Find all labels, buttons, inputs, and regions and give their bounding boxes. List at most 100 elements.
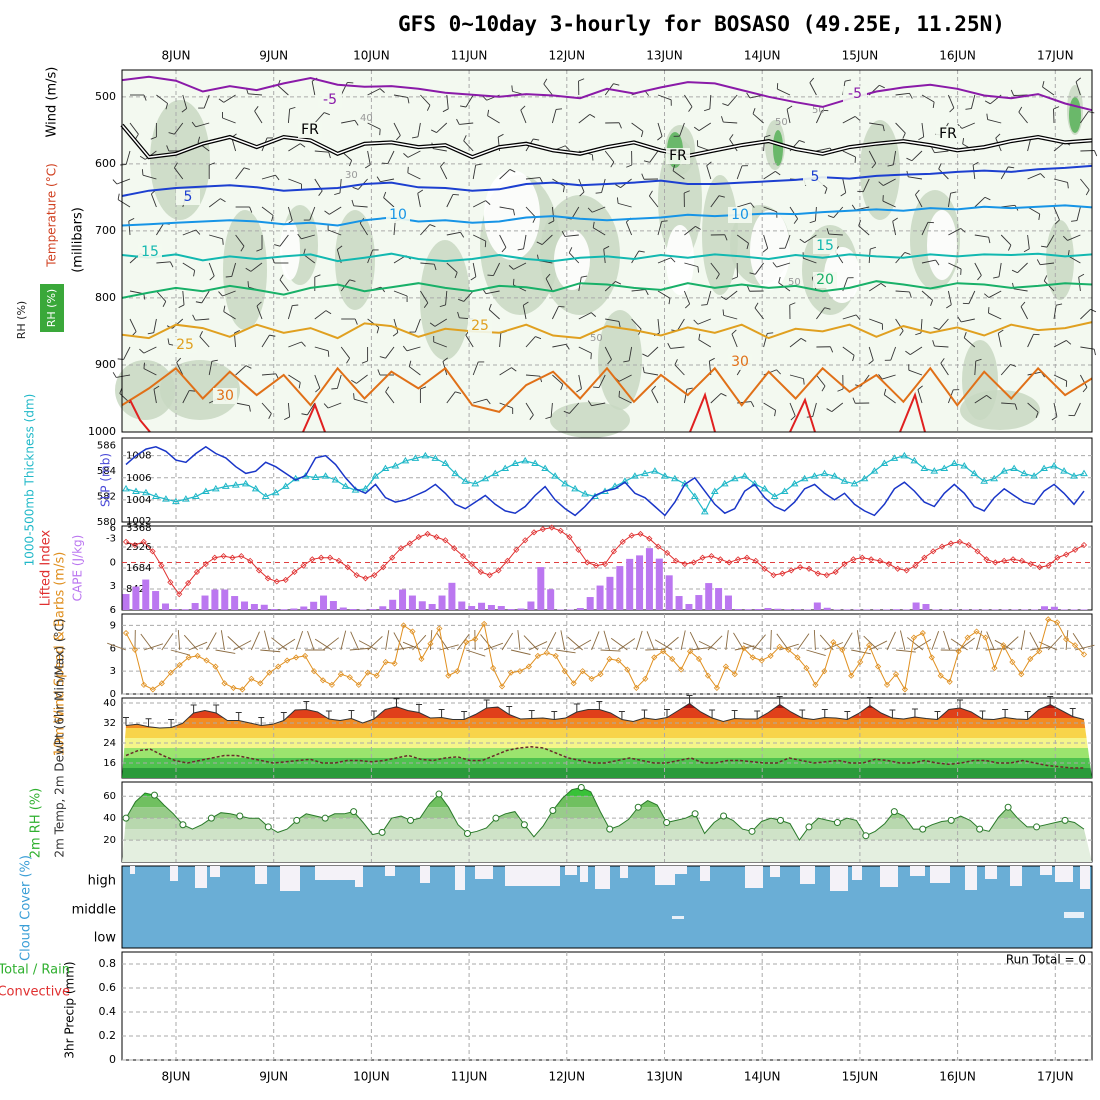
wind-barb-shaft — [314, 346, 329, 352]
rh-point — [463, 830, 471, 838]
wind-speed-point — [991, 665, 998, 672]
wind-barb-shaft — [182, 262, 195, 271]
wind-barb-flag — [254, 106, 259, 112]
cape-bar — [685, 604, 693, 610]
wind-barb-flag — [581, 275, 588, 278]
wind-barb-flag — [346, 357, 351, 364]
wind-barb-shaft — [287, 109, 291, 124]
wind-barb-shaft — [1067, 234, 1081, 241]
upper-air-wind-barb — [868, 150, 877, 169]
wind-barb-shaft — [974, 196, 986, 208]
wind-speed-point — [686, 648, 694, 655]
upper-air-wind-barb — [1080, 308, 1097, 320]
thickness-point — [1040, 464, 1048, 472]
wind-barb-shaft — [842, 150, 856, 158]
wind-barb-flag — [463, 135, 467, 141]
thickness-point — [481, 474, 490, 482]
wind-barb-shaft — [407, 150, 421, 158]
wind-barb-shaft — [314, 310, 327, 320]
upper-air-wind-barb — [626, 150, 633, 168]
wind-barb-flag — [536, 241, 543, 245]
rh-point — [976, 825, 984, 833]
high-cloud-gap — [745, 866, 763, 888]
lifted-index-point — [1080, 541, 1088, 549]
isotherm-10 — [121, 204, 1093, 227]
wind-barb-shaft — [1074, 402, 1081, 416]
upper-air-wind-barb — [279, 274, 289, 292]
wind-barb-flag — [318, 190, 323, 196]
upper-air-wind-barb — [731, 262, 738, 280]
wind-barb-flag — [289, 106, 296, 110]
wind-barb-shaft — [895, 318, 904, 331]
wind-barb-flag — [870, 246, 877, 250]
upper-air-wind-barb — [965, 94, 976, 110]
upper-air-wind-barb — [331, 374, 342, 390]
wind-barb-flag — [408, 360, 412, 367]
x-tick-label-top: 14JUN — [744, 49, 781, 63]
wind-axis-label: Wind (m/s) — [45, 67, 60, 138]
temp-line — [125, 702, 1085, 729]
wind-barb-shaft — [804, 234, 817, 244]
wind-barb — [510, 649, 531, 655]
lifted-index-point — [814, 570, 821, 577]
wind-barb-shaft — [631, 289, 646, 292]
upper-air-wind-barb — [1071, 206, 1081, 222]
upper-air-wind-barb — [921, 290, 933, 306]
wind-barb-flag — [458, 298, 464, 302]
isotherm-5 — [121, 164, 1093, 197]
wind-barb-flag — [168, 132, 175, 135]
upper-air-wind-barb — [869, 122, 885, 132]
lifted-index-point — [876, 557, 884, 564]
high-cloud-gap — [985, 866, 997, 879]
upper-air-wind-barb — [878, 374, 896, 380]
wind-barb-shaft — [763, 333, 768, 348]
wind-barb-flag — [298, 382, 301, 389]
upper-air-wind-barb — [605, 122, 622, 129]
wind-barb-flag — [349, 160, 353, 167]
upper-air-wind-barb — [208, 262, 215, 281]
wind-barb-shaft — [869, 122, 884, 126]
high-cloud-gap — [385, 866, 395, 876]
wind-barb-shaft — [201, 290, 210, 304]
cape-bar — [754, 609, 762, 610]
wind-speed-point — [830, 639, 837, 646]
upper-air-wind-barb — [1042, 81, 1055, 96]
wind-barb-shaft — [261, 402, 272, 414]
rh-clear — [750, 210, 790, 290]
precip-tick-label: 0 — [109, 1053, 116, 1066]
wind-barb — [439, 644, 459, 651]
wind-barb-shaft — [763, 137, 766, 152]
wind-barb — [591, 631, 600, 651]
isotherm-label-bg — [813, 238, 837, 254]
isotherm-label-bg — [728, 354, 752, 370]
upper-air-wind-barb — [868, 282, 887, 292]
cape-bar — [478, 602, 486, 610]
thickness-point — [142, 488, 150, 496]
wind-barb-flag — [303, 248, 306, 255]
upper-air-wind-barb — [288, 374, 301, 389]
upper-air-wind-barb — [561, 230, 579, 237]
x-tick-label-top: 11JUN — [451, 49, 488, 63]
lifted-index-point — [282, 576, 289, 583]
thickness-point — [910, 456, 919, 464]
lifted-index-point — [202, 560, 209, 568]
wind-barb-flag — [486, 398, 491, 405]
wind-barb-shaft — [948, 262, 962, 270]
cape-bar — [626, 558, 634, 610]
wind-barb-shaft — [123, 346, 131, 360]
rh-contour-label: 30 — [345, 170, 358, 181]
wind-barb-flag — [1054, 219, 1060, 225]
upper-air-wind-barb — [130, 94, 147, 101]
wind-speed-point — [758, 657, 765, 664]
wind-speed-point — [1045, 616, 1052, 623]
wind-barb-shaft — [709, 94, 712, 109]
wind-barb — [986, 631, 995, 651]
wind-barb — [340, 630, 347, 651]
wind-speed-point — [248, 675, 255, 682]
wind-barb-shaft — [727, 94, 738, 106]
wind-barb-flag — [616, 197, 619, 204]
upper-air-wind-barb — [1067, 250, 1081, 264]
wind-barb-flag — [984, 196, 991, 201]
wind-barb-shaft — [156, 290, 167, 302]
isotherm-label-bg — [213, 388, 237, 404]
